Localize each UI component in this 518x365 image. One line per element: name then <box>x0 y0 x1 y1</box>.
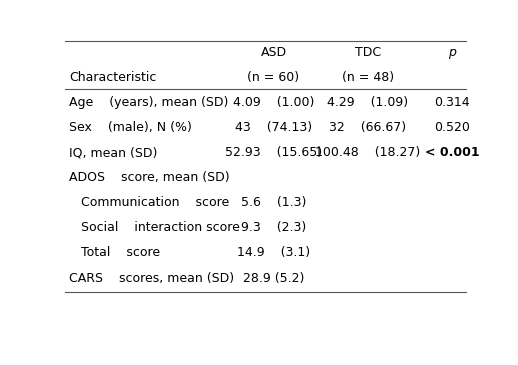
Text: < 0.001: < 0.001 <box>425 146 480 159</box>
Text: Age    (years), mean (SD): Age (years), mean (SD) <box>69 96 228 109</box>
Text: 0.520: 0.520 <box>434 121 470 134</box>
Text: Social    interaction score: Social interaction score <box>69 222 240 234</box>
Text: 100.48    (18.27): 100.48 (18.27) <box>315 146 421 159</box>
Text: 9.3    (2.3): 9.3 (2.3) <box>241 222 306 234</box>
Text: 14.9    (3.1): 14.9 (3.1) <box>237 246 310 260</box>
Text: 52.93    (15.65): 52.93 (15.65) <box>225 146 322 159</box>
Text: 43    (74.13): 43 (74.13) <box>235 121 312 134</box>
Text: p: p <box>448 46 456 59</box>
Text: Total    score: Total score <box>69 246 160 260</box>
Text: (n = 60): (n = 60) <box>248 71 299 84</box>
Text: 0.314: 0.314 <box>434 96 470 109</box>
Text: ADOS    score, mean (SD): ADOS score, mean (SD) <box>69 171 229 184</box>
Text: Characteristic: Characteristic <box>69 71 156 84</box>
Text: TDC: TDC <box>355 46 381 59</box>
Text: Sex    (male), N (%): Sex (male), N (%) <box>69 121 192 134</box>
Text: 4.09    (1.00): 4.09 (1.00) <box>233 96 314 109</box>
Text: ASD: ASD <box>261 46 286 59</box>
Text: 32    (66.67): 32 (66.67) <box>329 121 407 134</box>
Text: IQ, mean (SD): IQ, mean (SD) <box>69 146 157 159</box>
Text: (n = 48): (n = 48) <box>342 71 394 84</box>
Text: 5.6    (1.3): 5.6 (1.3) <box>241 196 306 209</box>
Text: CARS    scores, mean (SD): CARS scores, mean (SD) <box>69 272 234 285</box>
Text: 28.9 (5.2): 28.9 (5.2) <box>243 272 304 285</box>
Text: 4.29    (1.09): 4.29 (1.09) <box>327 96 408 109</box>
Text: Communication    score: Communication score <box>69 196 229 209</box>
